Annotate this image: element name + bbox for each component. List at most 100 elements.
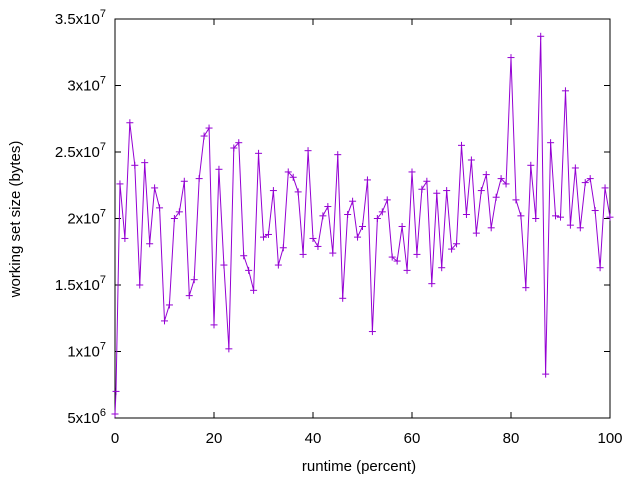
data-point: [136, 281, 144, 289]
data-point: [408, 168, 416, 176]
data-point: [448, 245, 456, 253]
y-tick-exponent: 7: [100, 274, 106, 286]
y-axis-label: working set size (bytes): [7, 141, 24, 299]
data-point: [552, 212, 560, 220]
data-point: [319, 212, 327, 220]
data-point: [344, 211, 352, 219]
y-tick-mantissa: 2x10: [67, 211, 100, 228]
y-tick-mantissa: 2.5x10: [55, 144, 100, 161]
series-line: [114, 36, 611, 415]
data-point: [161, 317, 168, 325]
data-point: [349, 197, 357, 205]
data-point: [354, 233, 362, 241]
y-tick-exponent: 6: [100, 407, 106, 419]
y-tick-label: 1.5x107: [55, 274, 106, 294]
data-point: [215, 165, 223, 173]
data-point: [542, 370, 550, 378]
y-tick-label: 3x107: [67, 75, 106, 95]
data-point: [566, 221, 574, 229]
data-point: [547, 139, 555, 147]
data-point: [255, 149, 263, 157]
data-point: [260, 233, 267, 241]
data-point: [111, 410, 119, 418]
data-point: [571, 164, 579, 172]
data-point: [576, 224, 584, 232]
data-point: [537, 32, 545, 40]
data-point: [279, 244, 287, 252]
y-tick-exponent: 7: [100, 341, 106, 353]
data-point: [156, 204, 164, 212]
data-point: [458, 141, 465, 149]
y-tick-mantissa: 3.5x10: [55, 11, 100, 28]
data-point: [269, 187, 277, 195]
data-point: [433, 189, 441, 197]
data-point: [413, 250, 421, 258]
data-point: [373, 215, 381, 222]
data-point: [443, 187, 451, 195]
x-tick-label: 40: [305, 430, 322, 447]
data-point: [527, 161, 535, 169]
data-point: [240, 252, 248, 260]
data-point: [121, 234, 129, 242]
y-tick-labels: 5x1061x1071.5x1072x1072.5x1073x1073.5x10…: [55, 8, 106, 427]
data-point: [487, 224, 495, 232]
data-point: [112, 387, 120, 395]
data-point: [502, 180, 510, 188]
y-tick-mantissa: 1x10: [67, 344, 100, 361]
data-point: [601, 184, 609, 192]
data-point: [324, 203, 332, 211]
data-point: [200, 132, 208, 140]
y-tick-exponent: 7: [100, 75, 106, 87]
data-point: [462, 211, 470, 219]
series-layer: [111, 32, 614, 418]
data-point: [472, 229, 480, 237]
data-point: [190, 276, 198, 284]
y-tick-mantissa: 1.5x10: [55, 277, 100, 294]
data-point: [274, 261, 282, 269]
data-point: [151, 184, 159, 192]
data-point: [497, 175, 505, 183]
data-point: [329, 249, 337, 257]
x-tick-label: 100: [597, 430, 622, 447]
data-point: [314, 242, 322, 250]
y-tick-exponent: 7: [100, 208, 106, 220]
x-tick-label: 0: [111, 430, 119, 447]
x-tick-labels: 0 20 40 60 80 100: [111, 430, 623, 447]
data-point: [418, 185, 426, 193]
data-point: [557, 213, 564, 221]
data-point: [141, 159, 149, 167]
data-point: [363, 176, 371, 184]
data-point: [606, 213, 614, 221]
data-point: [423, 177, 431, 185]
data-point: [477, 187, 485, 195]
data-point: [304, 147, 312, 155]
data-point: [235, 139, 243, 147]
data-point: [467, 156, 475, 164]
y-tick-label: 2x107: [67, 208, 106, 228]
data-point: [507, 54, 515, 62]
data-point: [512, 196, 520, 204]
data-point: [368, 328, 376, 336]
data-point: [146, 240, 154, 248]
data-point: [581, 179, 589, 187]
data-point: [165, 301, 173, 309]
data-point: [185, 292, 193, 300]
data-point: [428, 280, 436, 288]
data-point: [334, 151, 342, 159]
y-tick-label: 1x107: [67, 341, 106, 361]
data-point: [116, 180, 124, 188]
data-point: [591, 207, 599, 215]
data-point: [299, 250, 307, 258]
data-point: [398, 222, 406, 230]
data-point: [309, 234, 317, 242]
data-point: [403, 266, 411, 274]
x-tick-label: 20: [206, 430, 223, 447]
tick-marks: [114, 18, 611, 419]
data-point: [210, 321, 218, 329]
data-point: [205, 124, 213, 132]
data-point: [522, 284, 530, 292]
y-tick-exponent: 7: [100, 141, 106, 153]
data-point: [339, 294, 347, 302]
data-point: [250, 286, 258, 294]
